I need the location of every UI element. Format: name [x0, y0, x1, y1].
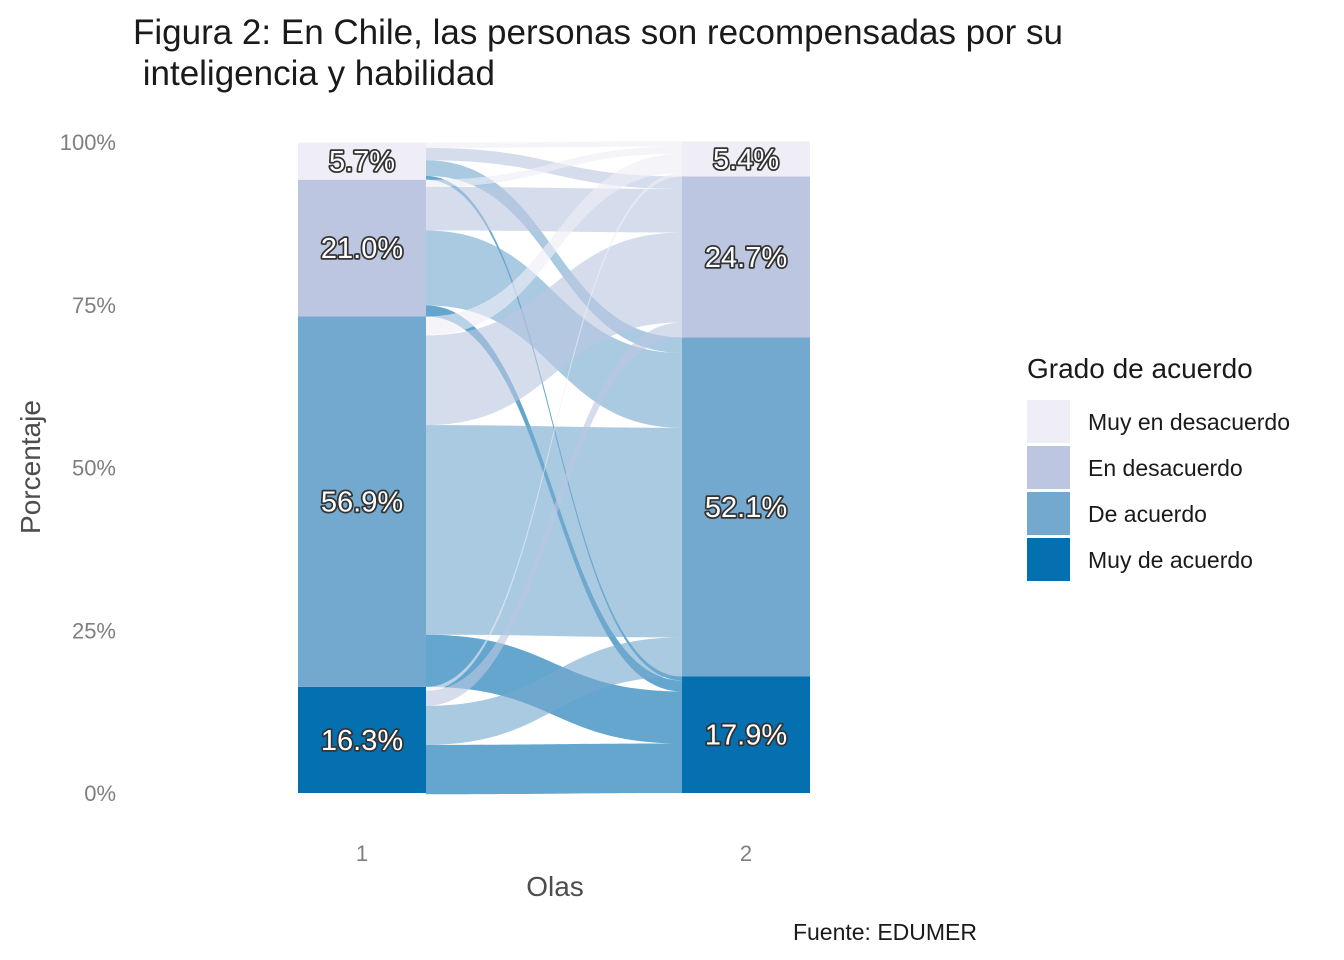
- bar-segment-wave2-muy-de-acuerdo: [682, 676, 810, 793]
- caption-source: Fuente: EDUMER: [793, 919, 977, 945]
- x-tick-label: 1: [356, 841, 368, 866]
- legend-label-de-acuerdo: De acuerdo: [1088, 501, 1207, 527]
- flow-ribbons: [426, 141, 682, 795]
- bar-label-wave1-muy-de-acuerdo: 16.3%: [321, 725, 403, 757]
- x-axis-title: Olas: [526, 871, 584, 902]
- legend-swatch-de-acuerdo: [1027, 492, 1070, 535]
- flow-de-acuerdo-to-de-acuerdo: [426, 425, 682, 638]
- y-tick-label: 0%: [84, 781, 116, 806]
- y-tick-label: 50%: [72, 456, 116, 481]
- y-tick-label: 75%: [72, 293, 116, 318]
- bar-label-wave1-en-desacuerdo: 21.0%: [321, 233, 403, 265]
- flow-muy-de-acuerdo-to-de-acuerdo: [426, 637, 682, 745]
- chart-title-line-1: Figura 2: En Chile, las personas son rec…: [133, 13, 1063, 52]
- bar-label-wave2-muy-en-desacuerdo: 5.4%: [713, 144, 779, 176]
- flow-de-acuerdo-to-en-desacuerdo: [426, 232, 682, 426]
- stacked-bars: [298, 141, 810, 793]
- flow-muy-de-acuerdo-to-muy-en-desacuerdo: [426, 172, 682, 691]
- flow-muy-en-desacuerdo-to-muy-en-desacuerdo: [426, 141, 682, 148]
- flow-muy-de-acuerdo-to-en-desacuerdo: [426, 322, 682, 706]
- flow-muy-de-acuerdo-to-muy-de-acuerdo: [426, 743, 682, 795]
- bar-label-wave1-muy-en-desacuerdo: 5.7%: [329, 146, 395, 178]
- y-tick-label: 25%: [72, 618, 116, 643]
- legend-swatch-muy-en-desacuerdo: [1027, 400, 1070, 443]
- bar-label-wave2-muy-de-acuerdo: 17.9%: [705, 720, 787, 752]
- y-axis-title: Porcentaje: [15, 400, 46, 534]
- legend-label-muy-de-acuerdo: Muy de acuerdo: [1088, 547, 1253, 573]
- legend-swatch-muy-de-acuerdo: [1027, 538, 1070, 581]
- bar-segment-wave2-en-desacuerdo: [682, 176, 810, 338]
- chart-title: Figura 2: En Chile, las personas son rec…: [133, 13, 1063, 93]
- legend-label-en-desacuerdo: En desacuerdo: [1088, 455, 1243, 481]
- bar-label-wave2-en-desacuerdo: 24.7%: [705, 242, 787, 274]
- flow-muy-en-desacuerdo-to-de-acuerdo: [426, 160, 682, 353]
- y-tick-label: 100%: [60, 130, 116, 155]
- legend-swatch-en-desacuerdo: [1027, 446, 1070, 489]
- flow-en-desacuerdo-to-en-desacuerdo: [426, 186, 682, 233]
- bar-label-wave1-de-acuerdo: 56.9%: [321, 487, 403, 519]
- bar-segment-wave1-de-acuerdo: [298, 316, 426, 687]
- bar-segment-wave1-en-desacuerdo: [298, 179, 426, 317]
- legend: Grado de acuerdo Muy en desacuerdo En des…: [1027, 353, 1290, 581]
- x-tick-label: 2: [740, 841, 752, 866]
- legend-title: Grado de acuerdo: [1027, 353, 1253, 384]
- bar-segment-wave1-muy-de-acuerdo: [298, 686, 426, 793]
- bar-percentage-labels: 16.3% 56.9% 21.0% 5.7% 17.9% 52.1% 24.7% 5.4%: [319, 142, 789, 759]
- chart-title-line-2: inteligencia y habilidad: [133, 54, 495, 93]
- y-axis-ticks: 0% 25% 50% 75% 100%: [60, 130, 116, 806]
- flow-de-acuerdo-to-muy-en-desacuerdo: [426, 153, 682, 336]
- bar-segment-wave2-muy-en-desacuerdo: [682, 141, 810, 177]
- bar-segment-wave1-muy-en-desacuerdo: [298, 142, 426, 180]
- bar-label-wave2-de-acuerdo: 52.1%: [705, 492, 787, 524]
- bar-segment-wave2-de-acuerdo: [682, 337, 810, 677]
- legend-label-muy-en-desacuerdo: Muy en desacuerdo: [1088, 409, 1290, 435]
- flow-en-desacuerdo-to-muy-en-desacuerdo: [426, 146, 682, 187]
